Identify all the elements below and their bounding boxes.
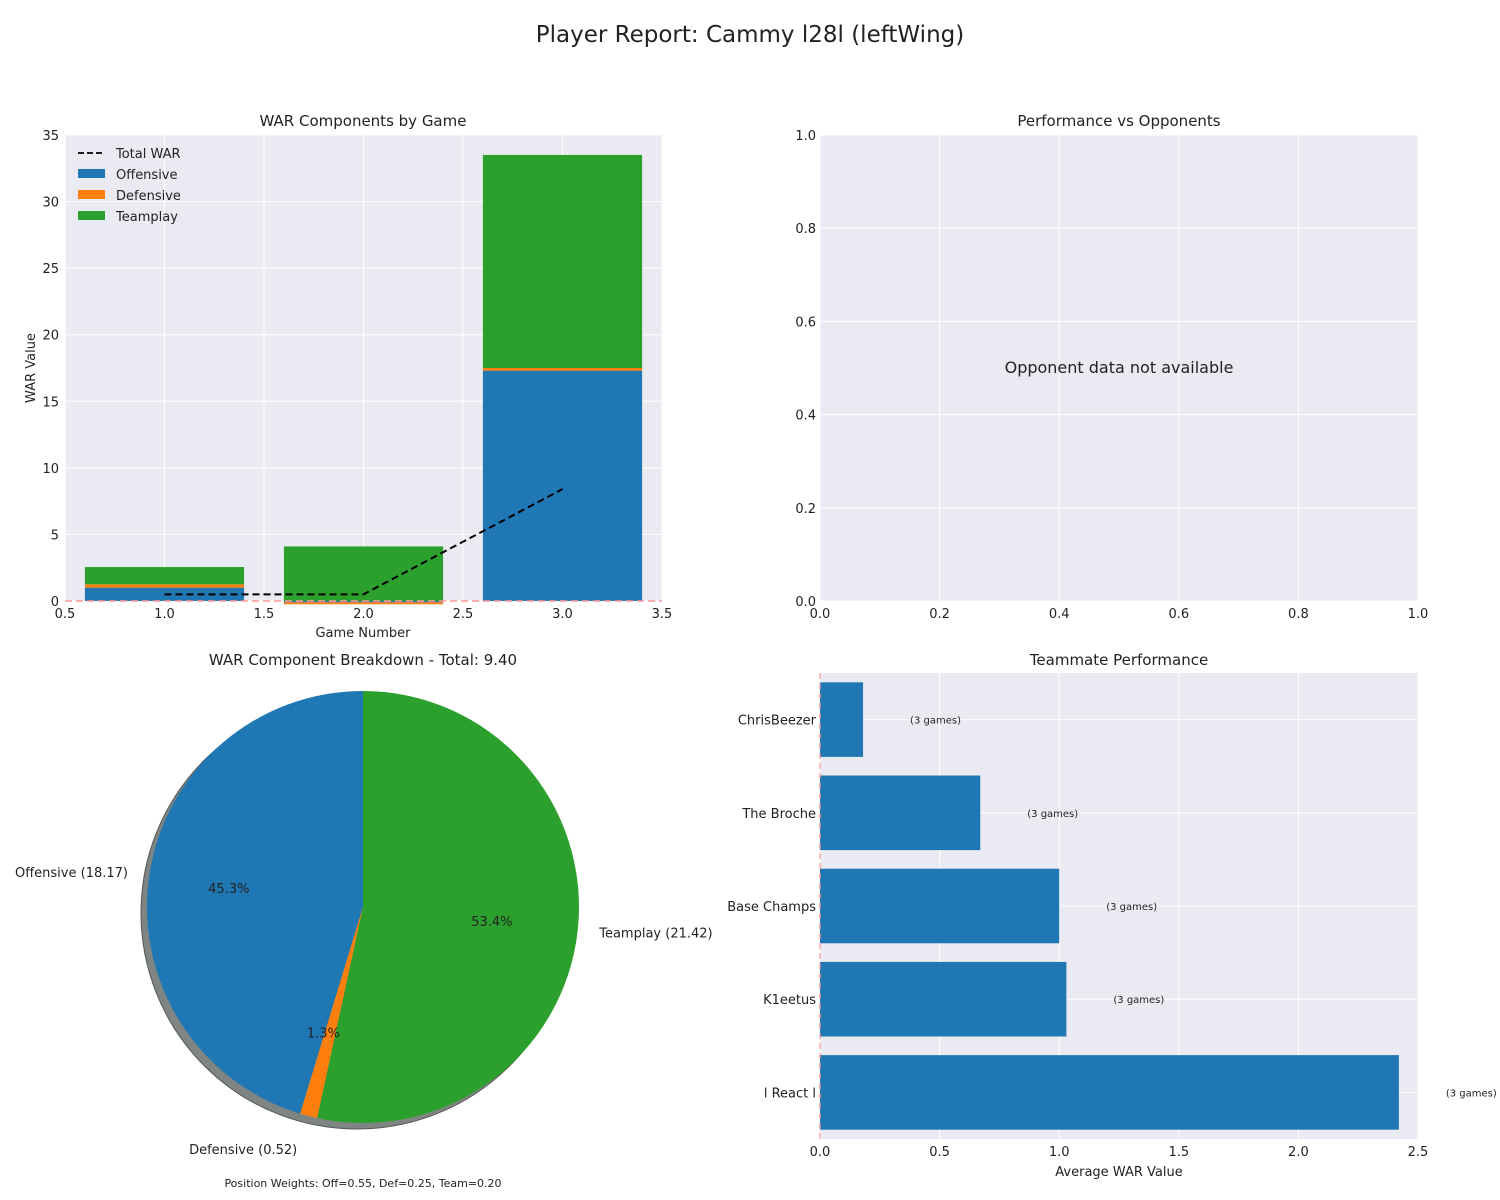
bar-defensive-game-3 (482, 368, 643, 371)
x-tick-label: 1.0 (1408, 607, 1429, 622)
legend-defensive: Defensive (116, 189, 181, 204)
x-tick-label: 0.4 (1049, 607, 1070, 622)
x-tick-label: 0.6 (1168, 607, 1189, 622)
teammate-games-annotation: (3 games) (1113, 995, 1164, 1006)
y-tick-label: 20 (42, 329, 59, 344)
pie-percent-label: 53.4% (471, 915, 512, 930)
opponents-empty-message: Opponent data not available (1005, 358, 1234, 377)
x-tick-label: 1.0 (1049, 1145, 1070, 1160)
legend-total-war: Total WAR (115, 147, 181, 162)
teammate-games-annotation: (3 games) (1446, 1088, 1497, 1099)
y-tick-label: 35 (42, 129, 59, 144)
pie-labels: 45.3% Offensive (18.17) 1.3% Defensive (0.5… (15, 866, 713, 1158)
opponents-title: Performance vs Opponents (1017, 112, 1220, 130)
legend-teamplay: Teamplay (115, 210, 178, 225)
war-components-chart: 0.5 1.0 1.5 2.0 2.5 3.0 3.5 0 5 10 15 20 25 30 35 WAR … (24, 112, 672, 641)
war-components-ylabel: WAR Value (24, 333, 39, 403)
teammate-name-label: K1eetus (763, 993, 816, 1008)
y-tick-label: 0.4 (795, 409, 816, 424)
teammate-name-label: l React l (764, 1086, 816, 1101)
y-tick-label: 1.0 (795, 129, 816, 144)
teammates-title: Teammate Performance (1029, 651, 1208, 669)
teammates-chart: (3 games) (3 games) (3 games) (3 games) (3 g… (727, 651, 1497, 1180)
opponents-chart: 0.0 0.2 0.4 0.6 0.8 1.0 0.0 0.2 0.4 0.6 0.8 1.0 Per… (795, 112, 1428, 622)
x-tick-label: 2.5 (453, 607, 474, 622)
y-tick-label: 0.8 (795, 222, 816, 237)
x-tick-label: 3.5 (652, 607, 673, 622)
teammate-bar (820, 868, 1060, 944)
war-components-ticks: 0.5 1.0 1.5 2.0 2.5 3.0 3.5 0 5 10 15 20 25 30 35 (42, 129, 672, 622)
y-tick-label: 15 (42, 395, 59, 410)
bar-defensive-game-2 (283, 602, 444, 605)
x-tick-label: 3.0 (552, 607, 573, 622)
x-tick-label: 0.2 (929, 607, 950, 622)
x-tick-label: 0.5 (55, 607, 76, 622)
x-tick-label: 2.5 (1408, 1145, 1429, 1160)
x-tick-label: 2.0 (1288, 1145, 1309, 1160)
pie-category-label: Teamplay (21.42) (598, 926, 712, 941)
teammate-bar (820, 961, 1067, 1037)
y-tick-label: 0.2 (795, 502, 816, 517)
bar-teamplay-game-3 (482, 154, 643, 368)
bar-offensive-game-3 (482, 370, 643, 601)
x-tick-label: 0.0 (810, 607, 831, 622)
y-tick-label: 0 (51, 595, 59, 610)
bar-defensive-game-1 (84, 584, 245, 588)
opponents-plot-area (820, 135, 1418, 601)
legend-defensive-swatch (78, 190, 105, 199)
war-components-title: WAR Components by Game (260, 112, 467, 130)
teammates-ticks: 0.0 0.5 1.0 1.5 2.0 2.5 ChrisBeezer The Broche B… (727, 714, 1428, 1160)
pie-category-label: Defensive (0.52) (189, 1143, 297, 1158)
pie-slice-defensive (300, 907, 363, 1119)
pie-slice-offensive (146, 690, 363, 1114)
pie-percent-label: 1.3% (307, 1026, 340, 1041)
teammate-name-label: Base Champs (727, 900, 816, 915)
pie-slices (146, 690, 579, 1123)
opponents-grid (819, 134, 1419, 602)
teammate-name-label: The Broche (741, 807, 816, 822)
pie-percent-label: 45.3% (208, 882, 249, 897)
figure-title: Player Report: Cammy l28l (leftWing) (536, 22, 964, 48)
teammates-xlabel: Average WAR Value (1055, 1165, 1182, 1180)
war-components-legend: Total WAR Offensive Defensive Teamplay (78, 147, 181, 225)
teammate-bar (820, 775, 981, 851)
x-tick-label: 0.8 (1288, 607, 1309, 622)
x-tick-label: 2.0 (353, 607, 374, 622)
legend-offensive-swatch (78, 169, 105, 178)
x-tick-label: 1.5 (1168, 1145, 1189, 1160)
y-tick-label: 25 (42, 262, 59, 277)
teammate-bar (820, 682, 864, 757)
x-tick-label: 0.0 (810, 1145, 831, 1160)
position-weights-note: Position Weights: Off=0.55, Def=0.25, Te… (224, 1177, 501, 1190)
teammate-name-label: ChrisBeezer (738, 714, 817, 729)
y-tick-label: 0.0 (795, 595, 816, 610)
x-tick-label: 1.0 (154, 607, 175, 622)
war-components-xlabel: Game Number (315, 626, 411, 641)
teammates-bars: (3 games) (3 games) (3 games) (3 games) (3 g… (819, 673, 1497, 1139)
war-components-bars (84, 154, 643, 605)
teammate-games-annotation: (3 games) (1106, 902, 1157, 913)
opponents-ticks: 0.0 0.2 0.4 0.6 0.8 1.0 0.0 0.2 0.4 0.6 0.8 1.0 (795, 129, 1428, 622)
y-tick-label: 5 (51, 528, 59, 543)
bar-teamplay-game-1 (84, 567, 245, 585)
x-tick-label: 1.5 (254, 607, 275, 622)
legend-teamplay-swatch (78, 211, 105, 220)
pie-category-label: Offensive (18.17) (15, 866, 128, 881)
y-tick-label: 0.6 (795, 315, 816, 330)
x-tick-label: 0.5 (929, 1145, 950, 1160)
pie-slice-teamplay (317, 691, 579, 1123)
legend-offensive: Offensive (116, 168, 178, 183)
y-tick-label: 30 (42, 196, 59, 211)
breakdown-chart: WAR Component Breakdown - Total: 9.40 45… (15, 651, 713, 1190)
breakdown-title: WAR Component Breakdown - Total: 9.40 (209, 651, 517, 669)
teammate-bar (820, 1055, 1399, 1130)
bar-teamplay-game-2 (283, 546, 444, 601)
total-war-line (65, 488, 662, 602)
y-tick-label: 10 (42, 462, 59, 477)
teammate-games-annotation: (3 games) (910, 716, 961, 727)
teammate-games-annotation: (3 games) (1027, 809, 1078, 820)
total-war-polyline (164, 488, 563, 596)
